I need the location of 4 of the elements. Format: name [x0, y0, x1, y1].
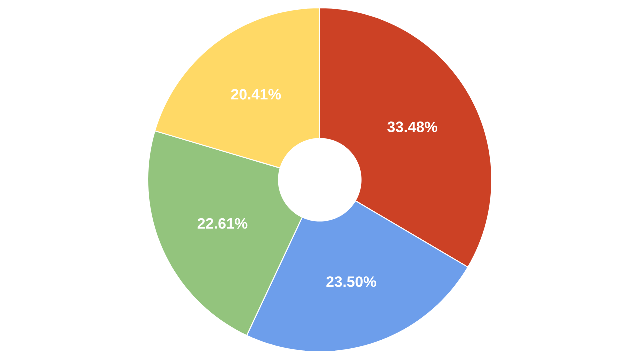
data-label: 23.50%	[326, 276, 376, 288]
data-label: 33.48%	[388, 122, 438, 132]
data-label: 20.41%	[231, 89, 282, 100]
data-label: 22.61%	[198, 218, 248, 229]
